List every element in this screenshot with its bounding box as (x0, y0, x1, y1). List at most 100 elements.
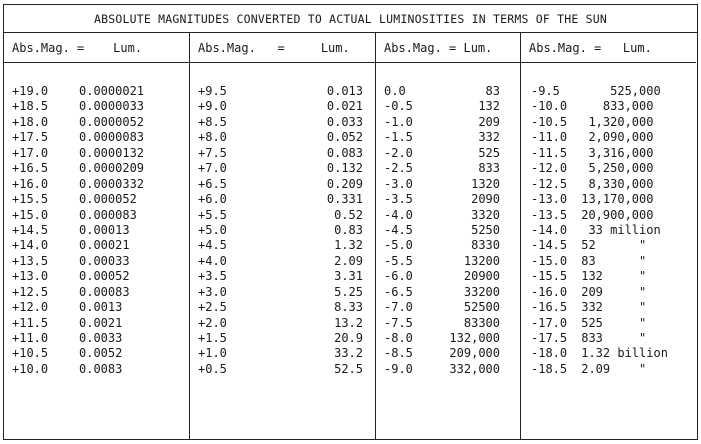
abs-mag-value: +7.0 (198, 161, 227, 176)
table-row: -14.5 52 " (521, 238, 696, 253)
abs-mag-value: +14.5 (12, 222, 49, 237)
table-row: +16.5 0.0000209 (4, 161, 189, 176)
abs-mag-value: +1.5 (198, 331, 227, 345)
table-row: -6.0 20900 (376, 269, 520, 284)
luminosity-value: 0.000083 (79, 207, 137, 222)
table-row: +11.0 0.0033 (4, 331, 189, 346)
luminosity-value: 0.000052 (79, 192, 137, 207)
table-row: +2.5 8.33 (190, 300, 375, 315)
table-row: -16.5 332 " (521, 300, 696, 315)
table-row: -15.0 83 " (521, 254, 696, 269)
abs-mag-value: -13.5 (531, 207, 568, 222)
abs-mag-value: +4.0 (198, 253, 227, 268)
abs-mag-value: +11.0 (12, 331, 49, 345)
abs-mag-value: +18.5 (12, 99, 49, 114)
table-row: -17.0 525 " (521, 316, 696, 331)
luminosity-value: 0.132 (326, 161, 363, 176)
table-row: +14.5 0.00013 (4, 223, 189, 238)
luminosity-value: 3320 (471, 207, 500, 222)
table-title: ABSOLUTE MAGNITUDES CONVERTED TO ACTUAL … (4, 5, 697, 33)
luminosity-value: 833,000 (574, 99, 654, 114)
table-row: -3.5 2090 (376, 192, 520, 207)
luminosity-value: 1.32 billion (574, 346, 668, 361)
luminosity-value: 52 " (574, 238, 647, 253)
abs-mag-value: -11.5 (531, 145, 568, 160)
abs-mag-value: -8.0 (384, 331, 413, 345)
table-row: +15.0 0.000083 (4, 208, 189, 223)
table-row: -6.5 33200 (376, 285, 520, 300)
table-row: +18.5 0.0000033 (4, 99, 189, 114)
luminosity-value: 33 million (574, 222, 661, 237)
table-row: +8.5 0.033 (190, 115, 375, 130)
luminosity-value: 20.9 (334, 331, 363, 345)
table-row: -7.5 83300 (376, 316, 520, 331)
abs-mag-value: -16.0 (531, 284, 568, 299)
abs-mag-value: +0.5 (198, 361, 227, 376)
abs-mag-value: -10.5 (531, 114, 568, 129)
luminosity-value: 1320 (471, 176, 500, 191)
abs-mag-value: -6.0 (384, 269, 413, 284)
luminosity-value: 132 " (574, 269, 647, 284)
table-row: -9.5 525,000 (521, 84, 696, 99)
abs-mag-value: -11.0 (531, 130, 568, 145)
abs-mag-value: -8.5 (384, 346, 413, 361)
table-frame: ABSOLUTE MAGNITUDES CONVERTED TO ACTUAL … (3, 4, 698, 440)
table-row: +2.0 13.2 (190, 316, 375, 331)
abs-mag-value: +5.5 (198, 207, 227, 222)
luminosity-value: 332,000 (449, 361, 500, 376)
table-row: +4.5 1.32 (190, 238, 375, 253)
table-row: +12.0 0.0013 (4, 300, 189, 315)
table-row: +1.0 33.2 (190, 346, 375, 361)
table-row: +8.0 0.052 (190, 130, 375, 145)
abs-mag-value: -9.5 (531, 84, 560, 98)
abs-mag-value: -12.0 (531, 161, 568, 176)
abs-mag-value: -17.0 (531, 315, 568, 330)
abs-mag-value: -6.5 (384, 284, 413, 299)
abs-mag-value: +2.0 (198, 315, 227, 330)
column-3: Abs.Mag. = Lum. 0.0 83 -0.5 132 -1.0 209 -1.5 3… (375, 33, 520, 439)
luminosity-value: 13.2 (334, 315, 363, 330)
table-row: -1.5 332 (376, 130, 520, 145)
table-row: +17.0 0.0000132 (4, 146, 189, 161)
abs-mag-value: -18.0 (531, 346, 568, 361)
luminosity-value: 0.00033 (79, 253, 130, 268)
table-row: +7.0 0.132 (190, 161, 375, 176)
table-row: +6.0 0.331 (190, 192, 375, 207)
luminosity-value: 2.09 (334, 253, 363, 268)
luminosity-value: 8.33 (334, 300, 363, 315)
table-row: +10.5 0.0052 (4, 346, 189, 361)
table-row: +1.5 20.9 (190, 331, 375, 346)
abs-mag-value: +7.5 (198, 145, 227, 160)
table-row: +3.5 3.31 (190, 269, 375, 284)
abs-mag-value: +4.5 (198, 238, 227, 253)
column-1: Abs.Mag. = Lum. +19.0 0.0000021 +18.5 0.000… (4, 33, 189, 439)
abs-mag-value: -14.5 (531, 238, 568, 253)
table-row: -5.5 13200 (376, 254, 520, 269)
luminosity-value: 3,316,000 (574, 145, 654, 160)
luminosity-value: 20,900,000 (574, 207, 654, 222)
column-4: Abs.Mag. = Lum. -9.5 525,000 -10.0 833,00… (520, 33, 696, 439)
abs-mag-value: -5.5 (384, 253, 413, 268)
abs-mag-value: -15.5 (531, 269, 568, 284)
table-row: -1.0 209 (376, 115, 520, 130)
abs-mag-value: +3.0 (198, 284, 227, 299)
abs-mag-value: -17.5 (531, 331, 568, 345)
table-row: +13.0 0.00052 (4, 269, 189, 284)
column-2: Abs.Mag. = Lum. +9.5 0.013 +9.0 0.021 +8.5 0.… (189, 33, 375, 439)
column-rows: +9.5 0.013 +9.0 0.021 +8.5 0.033 +8.0 0.052 +7.5… (190, 63, 375, 377)
table-row: -2.5 833 (376, 161, 520, 176)
luminosity-value: 8330 (471, 238, 500, 253)
table-row: -4.0 3320 (376, 208, 520, 223)
luminosity-value: 33.2 (334, 346, 363, 361)
abs-mag-value: +3.5 (198, 269, 227, 284)
abs-mag-value: 0.0 (384, 84, 406, 98)
abs-mag-value: -7.0 (384, 300, 413, 315)
luminosity-value: 0.0000209 (79, 161, 145, 176)
abs-mag-value: -18.5 (531, 361, 568, 376)
table-row: +0.5 52.5 (190, 362, 375, 377)
column-rows: -9.5 525,000 -10.0 833,000 -10.5 1,320,000… (521, 63, 696, 377)
table-row: -14.0 33 million (521, 223, 696, 238)
luminosity-value: 0.013 (326, 84, 363, 98)
luminosity-value: 833 " (574, 331, 647, 345)
